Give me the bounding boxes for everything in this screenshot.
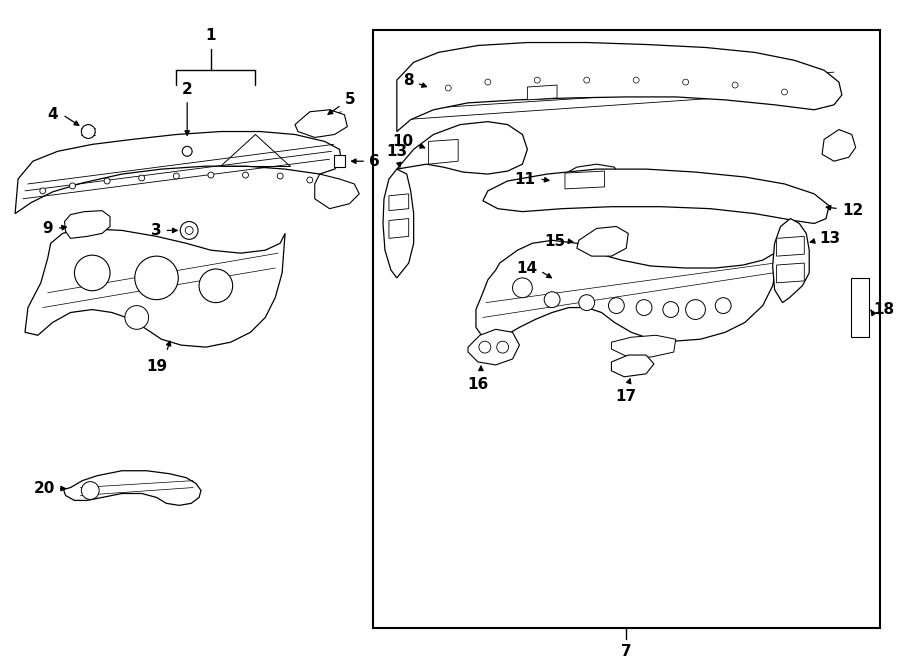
Text: 14: 14 <box>516 260 537 276</box>
Polygon shape <box>527 85 557 100</box>
Circle shape <box>732 82 738 88</box>
Circle shape <box>185 227 193 235</box>
Circle shape <box>781 89 788 95</box>
Circle shape <box>479 341 490 353</box>
Polygon shape <box>777 237 805 256</box>
Circle shape <box>208 172 214 178</box>
Polygon shape <box>25 229 285 347</box>
Polygon shape <box>476 241 777 341</box>
Polygon shape <box>65 211 110 239</box>
Circle shape <box>512 278 532 297</box>
Text: 15: 15 <box>544 234 565 249</box>
Text: 10: 10 <box>392 134 414 149</box>
Text: 20: 20 <box>33 481 55 496</box>
Polygon shape <box>397 122 527 174</box>
Polygon shape <box>389 194 409 211</box>
Circle shape <box>307 177 313 183</box>
Circle shape <box>104 178 110 184</box>
Circle shape <box>139 175 145 181</box>
Polygon shape <box>777 263 805 283</box>
Circle shape <box>636 299 652 315</box>
Text: 19: 19 <box>146 359 167 374</box>
Circle shape <box>135 256 178 299</box>
Circle shape <box>584 77 590 83</box>
Circle shape <box>243 172 248 178</box>
Text: 17: 17 <box>616 389 637 404</box>
Text: 7: 7 <box>621 644 632 659</box>
Circle shape <box>682 79 688 85</box>
Circle shape <box>579 295 595 311</box>
Circle shape <box>180 221 198 239</box>
Circle shape <box>81 125 95 138</box>
Circle shape <box>686 299 706 319</box>
Polygon shape <box>611 335 676 357</box>
Polygon shape <box>565 171 605 189</box>
Circle shape <box>485 79 490 85</box>
Polygon shape <box>389 219 409 239</box>
Polygon shape <box>611 355 654 377</box>
Polygon shape <box>315 174 359 209</box>
Bar <box>374 30 880 628</box>
Circle shape <box>663 301 679 317</box>
Circle shape <box>174 173 179 179</box>
Circle shape <box>608 297 625 313</box>
Text: 1: 1 <box>206 28 216 42</box>
Polygon shape <box>483 169 829 223</box>
Polygon shape <box>555 164 621 197</box>
Circle shape <box>446 85 451 91</box>
Polygon shape <box>295 110 347 137</box>
Text: 6: 6 <box>369 154 380 169</box>
Circle shape <box>634 77 639 83</box>
Polygon shape <box>397 42 842 132</box>
Circle shape <box>716 297 731 313</box>
Circle shape <box>75 255 110 291</box>
Text: 18: 18 <box>874 302 895 317</box>
Polygon shape <box>822 130 856 161</box>
Polygon shape <box>577 227 628 256</box>
Circle shape <box>69 183 76 189</box>
Bar <box>334 155 346 167</box>
Circle shape <box>40 188 46 194</box>
Circle shape <box>277 173 284 179</box>
Circle shape <box>544 292 560 307</box>
Polygon shape <box>772 219 809 303</box>
Text: 12: 12 <box>842 203 863 218</box>
Polygon shape <box>64 471 201 506</box>
Text: 3: 3 <box>151 223 161 238</box>
Polygon shape <box>468 329 519 365</box>
Text: 13: 13 <box>819 231 841 246</box>
Text: 11: 11 <box>514 171 536 186</box>
Text: 5: 5 <box>345 93 355 107</box>
Bar <box>850 278 868 337</box>
Circle shape <box>125 305 148 329</box>
Text: 2: 2 <box>182 83 193 97</box>
Polygon shape <box>15 132 341 214</box>
Text: 9: 9 <box>42 221 53 236</box>
Circle shape <box>81 482 99 500</box>
Polygon shape <box>428 139 458 164</box>
Text: 16: 16 <box>467 377 489 392</box>
Text: 13: 13 <box>386 144 408 159</box>
Polygon shape <box>383 169 414 278</box>
Circle shape <box>535 77 540 83</box>
Text: 4: 4 <box>47 107 58 122</box>
Circle shape <box>497 341 508 353</box>
Circle shape <box>182 146 192 156</box>
Circle shape <box>199 269 233 303</box>
Text: 8: 8 <box>403 73 414 88</box>
